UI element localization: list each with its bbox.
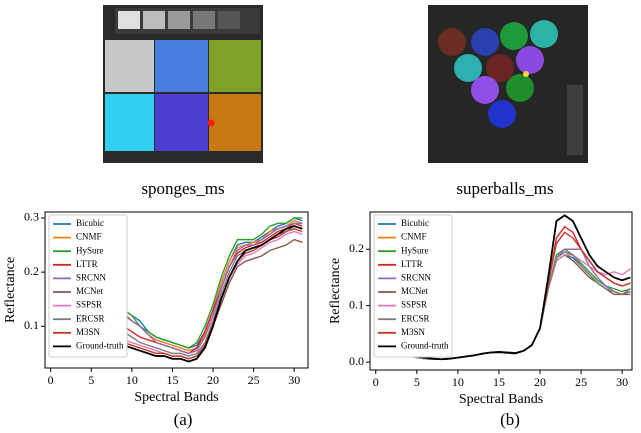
y-tick-label: 0.2: [349, 241, 364, 255]
legend-label: MCNet: [401, 286, 428, 296]
ball: [486, 54, 514, 82]
legend: Bicubic CNMF HySure LTTR SRCNN MCNet SSPSR ERCS…: [373, 214, 453, 358]
y-tick-label: 0.1: [349, 297, 364, 311]
legend: Bicubic CNMF HySure LTTR SRCNN MCNet SSPSR ERCS…: [48, 214, 128, 358]
marker: [523, 71, 529, 77]
ball: [530, 20, 558, 48]
x-tick-label: 20: [207, 373, 219, 387]
legend-label: LTTR: [76, 259, 98, 269]
sponge: [105, 94, 154, 151]
ball: [471, 76, 499, 104]
ball: [488, 100, 516, 128]
sponge: [155, 94, 208, 151]
x-tick-label: 5: [414, 375, 420, 389]
gray-patch: [118, 11, 140, 29]
legend-label: SSPSR: [76, 300, 102, 310]
marker: [207, 119, 215, 127]
x-tick-label: 5: [88, 373, 94, 387]
gray-patch: [143, 11, 165, 29]
legend-label: HySure: [401, 245, 429, 255]
legend-label: ERCSR: [401, 313, 430, 323]
legend-label: Ground-truth: [76, 340, 124, 350]
legend-label: M3SN: [401, 327, 426, 337]
figure-caption: (b): [500, 410, 520, 429]
gray-patch: [193, 11, 215, 29]
x-tick-label: 20: [534, 375, 546, 389]
x-tick-label: 0: [48, 373, 54, 387]
legend-label: HySure: [76, 245, 104, 255]
ball: [506, 74, 534, 102]
sponges-image: [103, 5, 263, 163]
series-lines: [383, 214, 631, 361]
x-tick-label: 25: [248, 373, 260, 387]
plot-frame: [369, 211, 633, 371]
plot-frame: [44, 211, 309, 369]
y-tick-label: 0.3: [24, 210, 39, 224]
x-tick-label: 30: [288, 373, 300, 387]
legend-label: Ground-truth: [401, 340, 449, 350]
legend-label: SRCNN: [401, 272, 432, 282]
image-caption: superballs_ms: [456, 179, 553, 198]
line-chart: sponges_ms (a) Spectral Bands Reflectance 0 5…: [3, 179, 309, 429]
ball: [438, 28, 466, 56]
legend-label: Bicubic: [76, 218, 104, 228]
legend-label: MCNet: [76, 286, 103, 296]
legend-label: M3SN: [76, 327, 101, 337]
x-tick-label: 15: [166, 373, 178, 387]
x-tick-label: 10: [452, 375, 464, 389]
y-axis-label: Reflectance: [3, 257, 18, 323]
series-line: [383, 214, 631, 361]
ball: [471, 28, 499, 56]
y-tick-label: 0.0: [349, 354, 364, 368]
legend-label: SSPSR: [401, 300, 427, 310]
x-tick-label: 30: [616, 375, 628, 389]
x-axis-label: Spectral Bands: [459, 392, 543, 407]
legend-label: CNMF: [401, 232, 427, 242]
gray-patch: [218, 11, 240, 29]
legend-label: LTTR: [401, 259, 423, 269]
x-tick-label: 10: [126, 373, 138, 387]
ball: [516, 46, 544, 74]
image-caption: sponges_ms: [141, 179, 224, 198]
x-tick-label: 15: [493, 375, 505, 389]
sponge: [209, 94, 261, 151]
superballs-image: [428, 5, 588, 163]
y-axis-label: Reflectance: [328, 258, 343, 324]
ball: [454, 54, 482, 82]
sponge: [209, 40, 261, 92]
y-tick-label: 0.1: [24, 318, 39, 332]
x-tick-label: 25: [575, 375, 587, 389]
sponge: [105, 40, 154, 92]
sponge: [155, 40, 208, 92]
gray-patch: [168, 11, 190, 29]
x-tick-label: 0: [373, 375, 379, 389]
x-axis-label: Spectral Bands: [134, 390, 218, 405]
color-card: [567, 85, 583, 155]
figure-caption: (a): [174, 410, 193, 429]
legend-label: CNMF: [76, 232, 102, 242]
legend-label: Bicubic: [401, 218, 429, 228]
legend-label: SRCNN: [76, 272, 107, 282]
legend-label: ERCSR: [76, 313, 105, 323]
line-chart: superballs_ms (b) Spectral Bands Reflectanc…: [328, 179, 633, 429]
ball: [500, 22, 528, 50]
y-tick-label: 0.2: [24, 264, 39, 278]
